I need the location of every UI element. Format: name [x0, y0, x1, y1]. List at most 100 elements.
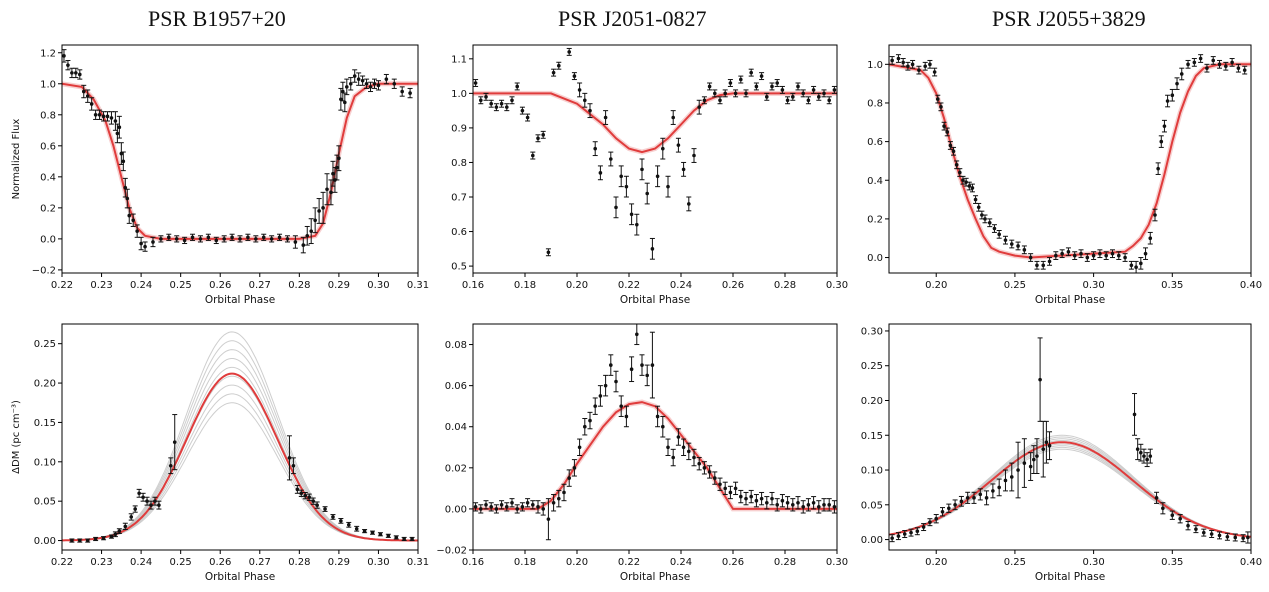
- data-point: [97, 109, 103, 120]
- data-marker: [551, 500, 556, 505]
- data-marker: [896, 56, 901, 61]
- data-marker: [1066, 249, 1071, 254]
- data-point: [996, 478, 1002, 497]
- data-point: [889, 534, 895, 543]
- chart-j2055-dm: 0.20 0.25 0.30 0.35 0.40 0.00 0.05 0.10 0.15 0.20…: [861, 323, 1262, 583]
- data-marker: [515, 507, 519, 511]
- data-point: [826, 96, 832, 105]
- plot-area-b1957-flux: [62, 49, 418, 254]
- data-point: [764, 496, 770, 510]
- data-marker: [951, 149, 956, 154]
- data-marker: [368, 85, 373, 89]
- data-point: [1240, 534, 1246, 543]
- x-tick-label: 0.28: [288, 280, 310, 291]
- data-point: [649, 331, 655, 399]
- data-marker: [572, 466, 577, 470]
- data-point: [1191, 58, 1197, 67]
- data-point: [1198, 54, 1204, 63]
- y-tick-label: 0.0: [867, 253, 883, 264]
- data-point: [158, 235, 164, 243]
- data-point: [336, 145, 342, 172]
- data-point: [681, 161, 687, 177]
- axes-frame: [888, 323, 1252, 551]
- data-marker: [494, 507, 499, 511]
- data-point: [933, 514, 939, 524]
- data-marker: [965, 496, 970, 500]
- data-point: [504, 103, 510, 112]
- data-point: [306, 493, 312, 501]
- data-point: [108, 534, 114, 539]
- data-point: [1028, 253, 1034, 262]
- data-marker: [505, 105, 509, 109]
- data-marker: [1139, 450, 1143, 455]
- model-uncertainty-band: [473, 90, 837, 155]
- data-point: [77, 69, 83, 80]
- data-marker: [323, 507, 327, 511]
- model-uncertainty-band: [62, 81, 418, 242]
- data-point: [623, 175, 629, 198]
- data-point: [958, 495, 964, 507]
- data-marker: [331, 171, 335, 176]
- data-marker: [1192, 60, 1197, 65]
- data-marker: [78, 72, 82, 77]
- data-point: [675, 428, 681, 446]
- data-point: [712, 471, 718, 485]
- data-marker: [362, 529, 367, 533]
- plot-area-j2055-dm: [889, 337, 1251, 544]
- data-marker: [1038, 377, 1042, 382]
- data-point: [1185, 59, 1191, 69]
- data-marker: [341, 89, 345, 94]
- data-marker: [129, 515, 134, 519]
- data-marker: [149, 503, 153, 507]
- data-marker: [603, 115, 608, 120]
- data-marker: [394, 535, 399, 540]
- data-point: [1179, 67, 1185, 81]
- data-marker: [806, 98, 811, 103]
- data-marker: [198, 237, 203, 241]
- data-marker: [917, 68, 921, 72]
- data-marker: [1209, 532, 1214, 536]
- data-marker: [343, 100, 347, 105]
- data-point: [401, 536, 407, 542]
- data-point: [340, 81, 346, 102]
- data-point: [660, 415, 666, 438]
- data-point: [1034, 260, 1040, 270]
- x-tick-label: 0.40: [1240, 280, 1262, 291]
- data-marker: [536, 136, 540, 141]
- data-marker: [93, 537, 98, 541]
- data-marker: [499, 101, 504, 106]
- data-marker: [1217, 62, 1222, 67]
- data-point: [1201, 528, 1207, 537]
- data-marker: [489, 101, 494, 106]
- data-marker: [301, 243, 306, 247]
- data-point: [717, 477, 723, 491]
- data-marker: [172, 440, 177, 444]
- y-tick-label: 0.0: [40, 234, 56, 245]
- data-point: [722, 481, 728, 496]
- data-marker: [997, 232, 1001, 237]
- data-point: [375, 80, 381, 91]
- x-tick-label: 0.30: [1082, 557, 1104, 568]
- data-marker: [754, 84, 759, 89]
- data-point: [488, 99, 494, 108]
- data-point: [535, 500, 541, 514]
- data-point: [1015, 241, 1021, 251]
- data-point: [1242, 65, 1248, 75]
- x-axis-label: Orbital Phase: [1035, 294, 1105, 306]
- x-tick-label: 0.30: [367, 557, 389, 568]
- data-point: [368, 81, 374, 93]
- data-marker: [1022, 248, 1027, 252]
- data-point: [1147, 448, 1153, 464]
- data-point: [360, 75, 366, 86]
- data-point: [644, 182, 650, 205]
- x-tick-label: 0.27: [249, 557, 271, 568]
- data-point: [991, 224, 997, 233]
- data-marker: [261, 235, 266, 240]
- data-marker: [948, 143, 953, 148]
- data-point: [969, 183, 975, 193]
- y-tick-label: 0.8: [40, 110, 56, 121]
- model-sample-curve: [889, 436, 1251, 538]
- data-point: [670, 110, 676, 125]
- data-marker: [645, 373, 649, 378]
- data-point: [665, 175, 671, 198]
